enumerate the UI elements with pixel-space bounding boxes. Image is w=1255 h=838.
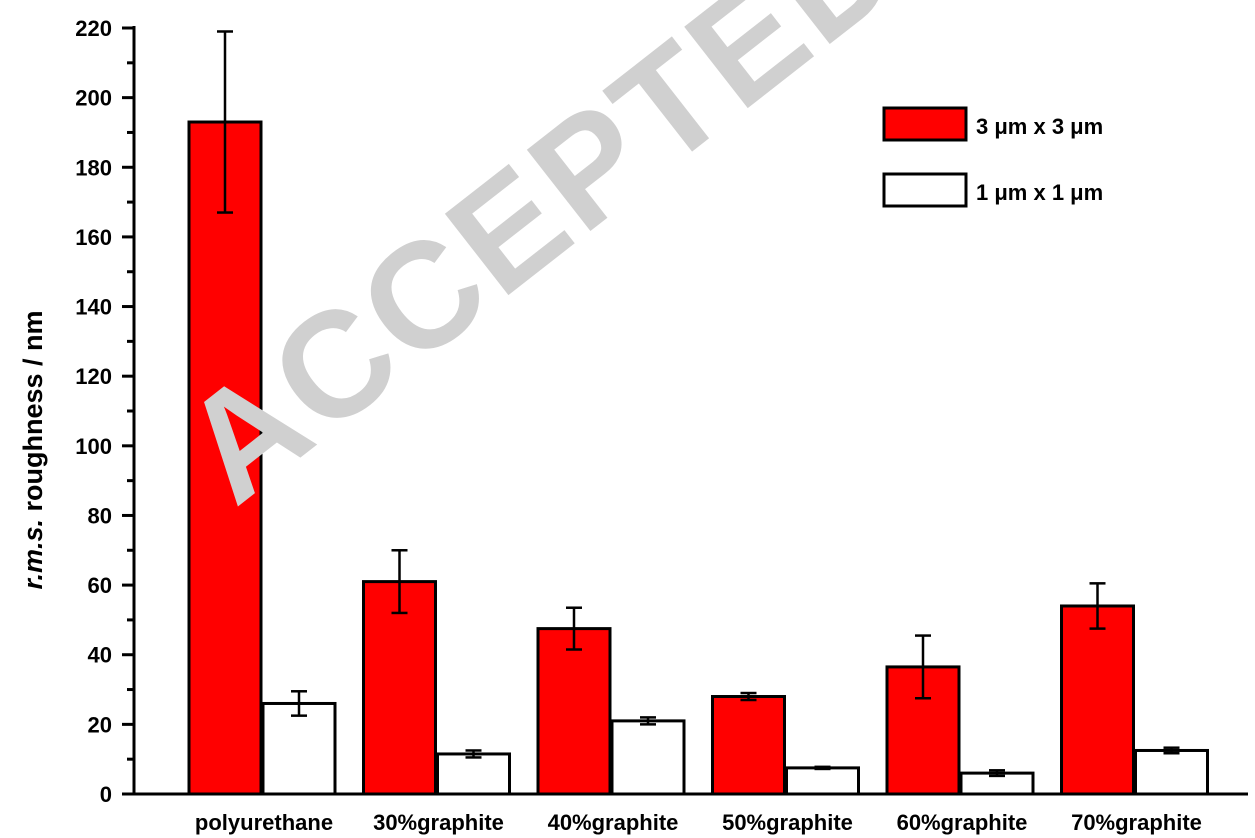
bar (187, 120, 263, 796)
bar (436, 752, 511, 796)
x-tick-label: 60%graphite (897, 810, 1028, 835)
bar (610, 719, 686, 796)
y-tick-label: 40 (88, 643, 112, 668)
bar (362, 580, 437, 796)
x-tick-labels: polyurethane 30%graphite 40%graphite 50%gra… (195, 810, 1202, 835)
bar (261, 701, 337, 796)
y-tick-label: 120 (75, 364, 112, 389)
x-tick-label: 30%graphite (373, 810, 504, 835)
x-tick-label: 70%graphite (1071, 810, 1202, 835)
bar (711, 695, 786, 796)
y-axis-label: r.m.s. roughness / nm (18, 310, 48, 589)
legend-swatch (882, 172, 968, 208)
legend-swatch (882, 106, 968, 142)
legend-label: 1 μm x 1 μm (976, 180, 1103, 205)
y-tick-label: 200 (75, 86, 112, 111)
bar (536, 627, 612, 796)
y-ticks: 0 20 40 60 80 100 120 140 160 180 200 220 (75, 16, 134, 807)
x-tick-label: polyurethane (195, 810, 333, 835)
bars (187, 30, 1209, 796)
y-tick-label: 80 (88, 503, 112, 528)
legend: 3 μm x 3 μm 1 μm x 1 μm (882, 106, 1103, 208)
legend-label: 3 μm x 3 μm (976, 114, 1103, 139)
bar (785, 766, 860, 796)
bar (1060, 604, 1135, 796)
bar (1134, 748, 1209, 796)
y-axis-label-italic: r.m.s. (18, 519, 48, 590)
y-tick-label: 160 (75, 225, 112, 250)
y-tick-label: 20 (88, 712, 112, 737)
y-tick-label: 100 (75, 434, 112, 459)
y-tick-label: 0 (100, 782, 112, 807)
x-tick-label: 40%graphite (548, 810, 679, 835)
y-tick-label: 60 (88, 573, 112, 598)
y-tick-label: 180 (75, 155, 112, 180)
y-tick-label: 220 (75, 16, 112, 41)
x-tick-label: 50%graphite (722, 810, 853, 835)
y-axis-label-rest: roughness / nm (18, 310, 48, 519)
y-tick-label: 140 (75, 295, 112, 320)
